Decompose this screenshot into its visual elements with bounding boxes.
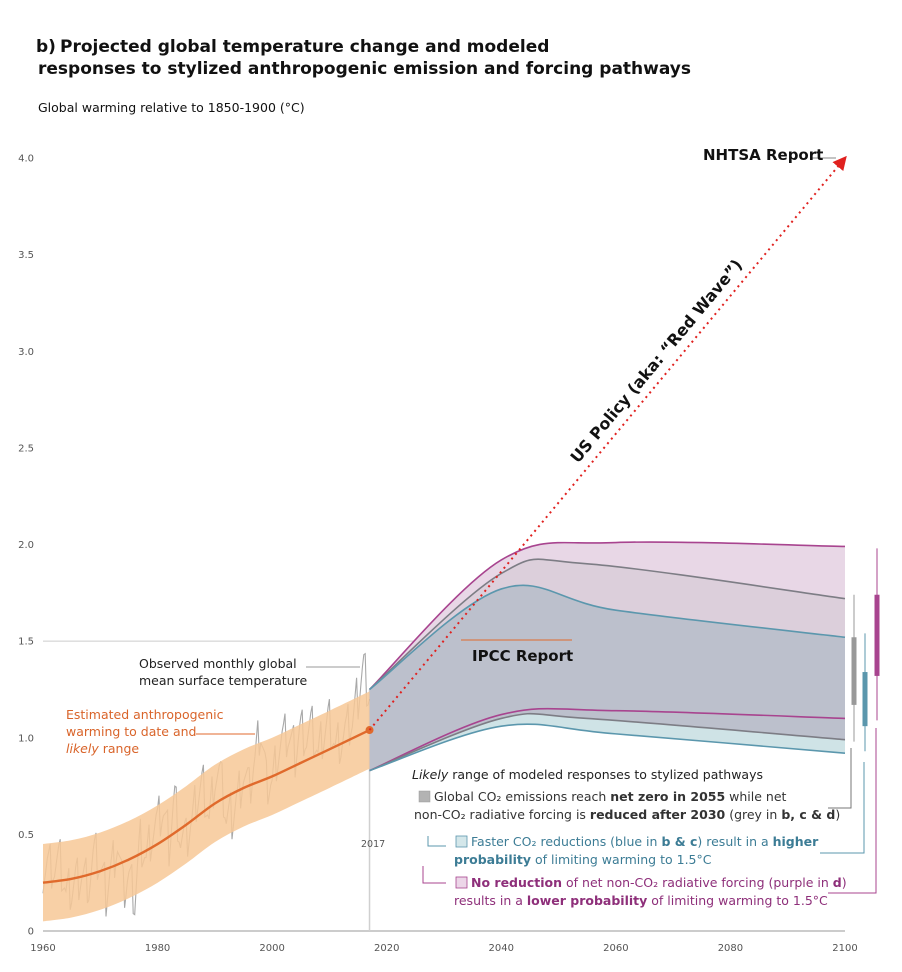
y-axis-label: Global warming relative to 1850-1900 (°C… <box>38 100 305 115</box>
observed-label-line2: mean surface temperature <box>139 673 307 688</box>
purple-connector <box>828 728 877 894</box>
y-tick-label: 0.5 <box>18 830 34 841</box>
purple-legend-swatch <box>455 876 468 889</box>
grey-upper-line <box>369 558 846 691</box>
anthro-estimate-line <box>42 728 371 884</box>
y-tick-label: 3.5 <box>18 250 34 261</box>
x-tick-label: 2020 <box>374 943 399 954</box>
grey-connector <box>828 748 852 809</box>
purple-upper-line <box>368 541 846 691</box>
anthro-label-line2: warming to date and <box>66 724 196 739</box>
nhtsa-report-label: NHTSA Report <box>703 146 823 164</box>
blue-range-bar <box>862 672 868 727</box>
annotation-overlay <box>196 155 877 894</box>
x-tick-label: 2060 <box>603 943 628 954</box>
blue-connector <box>820 762 865 854</box>
y-tick-label: 1.0 <box>18 733 34 744</box>
purple-range-bar <box>874 594 880 676</box>
y-tick-label: 0 <box>28 927 34 938</box>
blue-upper-line <box>369 584 846 691</box>
anthro-likely-range <box>43 691 370 922</box>
year-2017-label: 2017 <box>361 839 385 850</box>
chart-title-line2: responses to stylized anthropogenic emis… <box>38 59 691 79</box>
purple-legend-line2: results in a lower probability of limiti… <box>454 893 828 908</box>
x-tick-label: 1960 <box>30 943 55 954</box>
chart-title-line1: Projected global temperature change and … <box>60 37 549 57</box>
blue-lower-line <box>369 723 846 772</box>
anthro-label-line1: Estimated anthropogenic <box>66 707 224 722</box>
blue-legend-swatch <box>455 835 468 848</box>
pathway-title-likely: Likely <box>412 767 449 782</box>
purple-lower-line <box>369 707 846 772</box>
blue-legend-line1: Faster CO₂ reductions (blue in b & c) re… <box>471 834 819 849</box>
blue-legend-line2: probability of limiting warming to 1.5°C <box>454 852 712 867</box>
panel-label: b) <box>36 37 56 57</box>
anthro-label-line3: likely range <box>66 741 139 756</box>
observed-label-line1: Observed monthly global <box>139 656 297 671</box>
x-tick-label: 2080 <box>718 943 743 954</box>
ipcc-report-label: IPCC Report <box>472 647 573 665</box>
grey-legend-swatch <box>418 790 431 803</box>
pathway-title: Likely range of modeled responses to sty… <box>412 767 763 782</box>
grey-range-bar <box>851 637 857 705</box>
blue-legend-pointer <box>427 836 446 847</box>
grey-lower-line <box>369 712 846 772</box>
x-tick-label: 2000 <box>259 943 284 954</box>
grey-legend-line2: non-CO₂ radiative forcing is reduced aft… <box>414 807 840 822</box>
x-tick-label: 2100 <box>832 943 857 954</box>
projection-bands <box>368 541 846 772</box>
x-tick-label: 2040 <box>489 943 514 954</box>
y-tick-label: 1.5 <box>18 637 34 648</box>
anthro-label-range: range <box>99 741 140 756</box>
grey-legend-line1: Global CO₂ emissions reach net zero in 2… <box>434 789 787 804</box>
y-tick-label: 2.0 <box>18 540 34 551</box>
y-tick-label: 2.5 <box>18 443 34 454</box>
purple-legend-pointer <box>422 866 446 884</box>
anthro-label-likely: likely <box>66 741 99 756</box>
y-tick-labels: 0 0.5 1.0 1.5 2.0 2.5 3.0 3.5 4.0 <box>18 154 34 938</box>
red-policy-arrow <box>368 155 847 731</box>
us-policy-label: US Policy (aka: “Red Wave”) <box>566 256 746 467</box>
x-tick-labels: 1960 1980 2000 2020 2040 2060 2080 2100 <box>30 943 857 954</box>
pathway-title-rest: range of modeled responses to stylized p… <box>448 767 763 782</box>
y-tick-label: 4.0 <box>18 154 34 165</box>
range-bars-2100 <box>851 548 880 752</box>
purple-legend-line1: No reduction of net non-CO₂ radiative fo… <box>471 875 847 890</box>
y-tick-label: 3.0 <box>18 347 34 358</box>
x-tick-label: 1980 <box>145 943 170 954</box>
